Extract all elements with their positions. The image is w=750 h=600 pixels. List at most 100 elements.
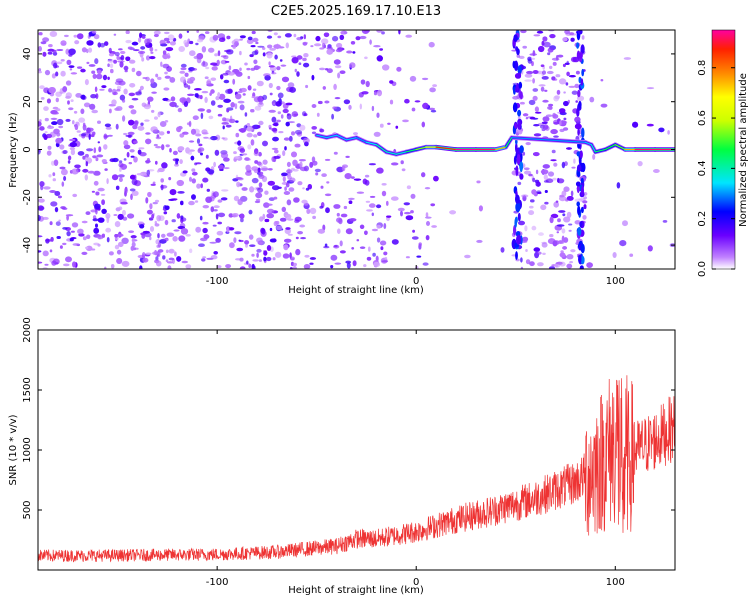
spectrogram-noise-speck: [175, 158, 180, 162]
spectrogram-noise-speck: [81, 47, 87, 53]
spectrogram-noise-speck: [556, 224, 565, 227]
colorbar-tick-label: 0.8: [697, 60, 708, 76]
spectrogram-noise-speck: [48, 44, 53, 48]
spectrogram-noise-speck: [176, 179, 184, 187]
spectrogram-noise-speck: [254, 200, 261, 204]
spectrogram-noise-speck: [575, 100, 578, 103]
spectrogram-noise-speck: [57, 195, 62, 199]
spectrogram-band-speck: [578, 100, 582, 109]
spectrogram-band-speck: [576, 184, 580, 194]
spectrogram-noise-speck: [311, 126, 318, 130]
spectrogram-noise-speck: [118, 160, 123, 164]
spectrogram-noise-speck: [283, 137, 290, 141]
spectrogram-noise-speck: [189, 40, 194, 45]
spectrogram-noise-speck: [341, 165, 346, 172]
spectrogram-noise-speck: [571, 90, 578, 95]
spectrogram-noise-speck: [111, 88, 117, 96]
spectrogram-noise-speck: [416, 255, 422, 258]
spectrogram-noise-speck: [288, 135, 293, 142]
spectrogram-noise-speck: [294, 216, 302, 222]
spectrogram-noise-speck: [161, 144, 165, 151]
spectrogram-noise-speck: [210, 136, 218, 141]
spectrogram-noise-speck: [411, 236, 419, 240]
spectrogram-noise-speck: [69, 147, 76, 151]
spectrogram-noise-speck: [600, 79, 604, 82]
spectrogram-noise-speck: [344, 173, 352, 180]
spectrogram-noise-speck: [359, 246, 366, 249]
spectrogram-noise-speck: [261, 228, 266, 235]
spectrogram-noise-speck: [145, 55, 151, 61]
spectrogram-noise-speck: [106, 178, 109, 185]
spectrogram-noise-speck: [568, 223, 573, 226]
spectrogram-noise-speck: [269, 238, 277, 243]
spectrogram-noise-speck: [232, 213, 239, 218]
spectrogram-noise-speck: [293, 33, 297, 38]
spectrogram-noise-speck: [71, 222, 79, 228]
spectrogram-ridge-segment: [604, 144, 616, 151]
spectrogram-band-speck: [580, 44, 585, 54]
spectrogram-noise-speck: [88, 32, 92, 38]
spectrogram-y-tick-label: -20: [22, 189, 33, 205]
spectrogram-noise-speck: [351, 176, 355, 179]
spectrogram-noise-speck: [54, 191, 61, 196]
spectrogram-noise-speck: [558, 78, 567, 85]
spectrogram-noise-speck: [430, 109, 437, 113]
spectrogram-noise-speck: [529, 116, 536, 120]
spectrogram-noise-speck: [107, 76, 110, 81]
spectrogram-noise-speck: [574, 116, 581, 123]
spectrogram-noise-speck: [44, 117, 49, 122]
spectrogram-band-speck: [519, 173, 524, 180]
spectrogram-noise-speck: [233, 151, 237, 155]
spectrogram-noise-speck: [401, 168, 406, 172]
spectrogram-noise-speck: [232, 78, 236, 85]
spectrogram-band-speck: [577, 128, 580, 136]
spectrogram-noise-speck: [315, 35, 321, 42]
spectrogram-noise-speck: [187, 85, 191, 90]
spectrogram-noise-speck: [230, 102, 235, 108]
spectrogram-noise-speck: [49, 221, 53, 226]
spectrogram-noise-speck: [333, 59, 341, 65]
spectrogram-noise-speck: [571, 166, 576, 169]
spectrogram-noise-speck: [376, 55, 383, 62]
spectrogram-noise-speck: [322, 224, 326, 231]
spectrogram-noise-speck: [326, 46, 333, 50]
spectrogram-noise-speck: [336, 212, 340, 217]
spectrogram-noise-speck: [169, 101, 177, 108]
spectrogram-noise-speck: [284, 238, 292, 243]
spectrogram-noise-speck: [82, 168, 89, 173]
spectrogram-noise-speck: [86, 234, 91, 239]
spectrogram-noise-speck: [72, 120, 75, 125]
spectrogram-noise-speck: [168, 248, 175, 254]
spectrogram-noise-speck: [387, 122, 391, 125]
spectrogram-noise-speck: [202, 205, 209, 209]
spectrogram-noise-speck: [147, 96, 154, 102]
spectrogram-noise-speck: [547, 47, 554, 53]
spectrogram-noise-speck: [67, 160, 71, 164]
spectrogram-noise-speck: [535, 169, 539, 175]
spectrogram-noise-speck: [541, 242, 548, 248]
spectrogram-noise-speck: [190, 155, 195, 161]
spectrogram-noise-speck: [286, 161, 291, 168]
spectrogram-noise-speck: [101, 85, 107, 89]
spectrogram-noise-speck: [116, 249, 122, 255]
spectrogram-noise-speck: [541, 40, 545, 46]
spectrogram-noise-speck: [391, 162, 399, 166]
spectrogram-noise-speck: [70, 230, 75, 233]
spectrogram-noise-speck: [164, 120, 169, 123]
spectrogram-noise-speck: [551, 149, 556, 154]
spectrogram-noise-speck: [319, 128, 325, 133]
snr-y-tick-label: 500: [22, 500, 33, 519]
spectrogram-noise-speck: [196, 138, 201, 144]
spectrogram-noise-speck: [217, 221, 222, 225]
spectrogram-noise-speck: [559, 108, 566, 114]
spectrogram-noise-speck: [55, 142, 60, 148]
spectrogram-noise-speck: [247, 144, 252, 150]
spectrogram-noise-speck: [178, 235, 186, 242]
spectrogram-noise-speck: [234, 231, 242, 235]
spectrogram-noise-speck: [325, 68, 329, 71]
spectrogram-noise-speck: [240, 217, 244, 223]
spectrogram-noise-speck: [250, 67, 256, 71]
spectrogram-noise-speck: [311, 74, 315, 81]
spectrogram-noise-speck: [107, 134, 113, 137]
